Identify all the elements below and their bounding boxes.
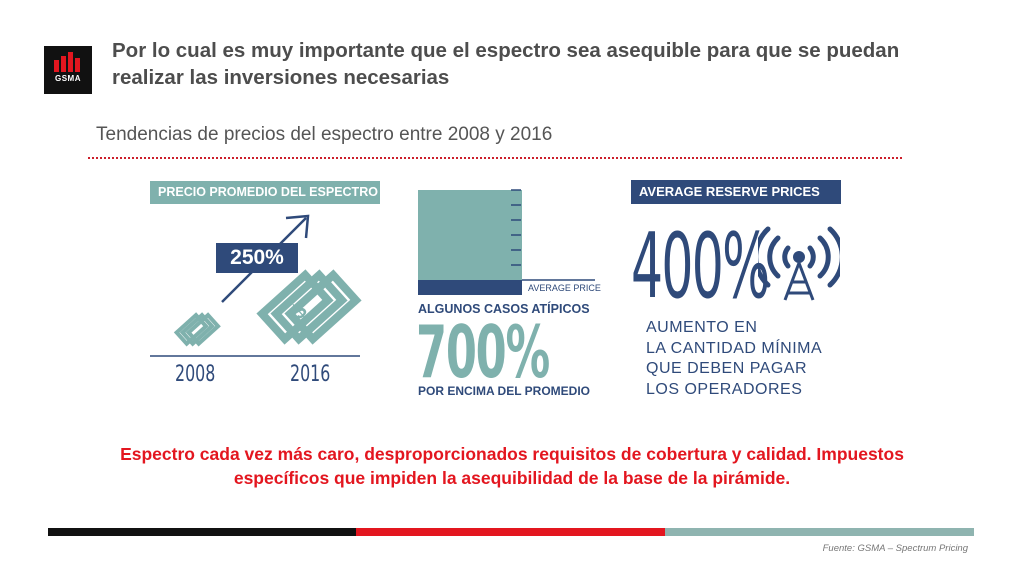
reserve-percent: 400% (631, 214, 770, 319)
key-message-line: Espectro cada vez más caro, desproporcio… (120, 444, 904, 464)
reserve-description-line: LA CANTIDAD MÍNIMA (646, 339, 823, 357)
key-message: Espectro cada vez más caro, desproporcio… (30, 442, 994, 490)
gsma-logo: GSMA (44, 46, 92, 94)
footer-bar-red (356, 528, 665, 536)
reserve-description-line: QUE DEBEN PAGAR (646, 360, 808, 377)
gsma-logo-icon (54, 52, 80, 72)
footer-bar-black (48, 528, 356, 536)
increase-badge: 250% (216, 243, 298, 273)
logo-text: GSMA (55, 74, 81, 83)
average-price-label: PRECIO PROMEDIO DEL ESPECTRO (150, 181, 380, 204)
atypical-percent: 700% (416, 310, 550, 394)
atypical-cases-label: ALGUNOS CASOS ATÍPICOS (418, 302, 590, 316)
dotted-divider (88, 157, 902, 159)
key-message-line: específicos que impiden la asequibilidad… (233, 468, 791, 488)
year-end: 2016 (290, 362, 331, 387)
source-note: Fuente: GSMA – Spectrum Pricing (822, 543, 968, 554)
banknotes-icon: $ (173, 269, 362, 347)
reserve-prices-label: AVERAGE RESERVE PRICES (631, 180, 841, 204)
page-title: Por lo cual es muy importante que el esp… (112, 39, 900, 89)
reserve-description: AUMENTO EN LA CANTIDAD MÍNIMA QUE DEBEN … (646, 318, 822, 400)
reserve-description-line: LOS OPERADORES (646, 380, 803, 398)
broadcast-tower-icon (758, 226, 840, 301)
page-subtitle: Tendencias de precios del espectro entre… (96, 124, 553, 145)
price-growth-graphic: $ (150, 214, 362, 357)
above-average-caption: POR ENCIMA DEL PROMEDIO (418, 384, 591, 398)
average-price-graphic (418, 189, 595, 295)
year-start: 2008 (175, 362, 216, 387)
reserve-description-line: AUMENTO EN (646, 319, 758, 336)
footer-bar-teal (665, 528, 974, 536)
average-price-caption: AVERAGE PRICE (528, 283, 601, 293)
